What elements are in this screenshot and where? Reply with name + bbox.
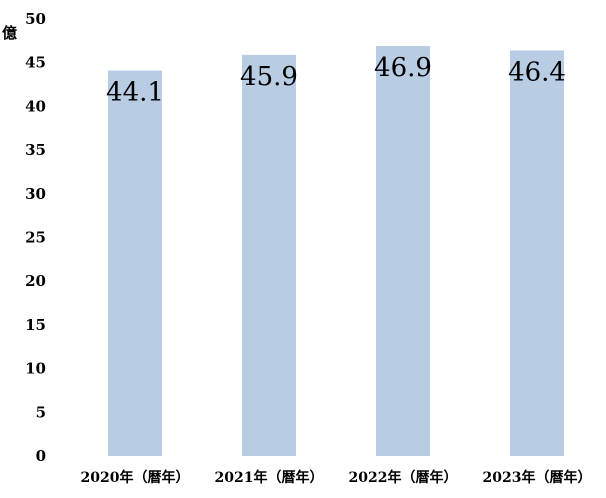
y-axis-unit-label: 億: [2, 24, 18, 42]
y-tick-label: 15: [25, 316, 46, 334]
bar: [510, 50, 564, 457]
y-tick-label: 50: [25, 10, 46, 28]
bar: [376, 46, 430, 457]
x-category-label: 2022年（暦年）: [349, 469, 458, 486]
y-tick-label: 25: [25, 229, 46, 247]
y-tick-label: 0: [36, 447, 46, 465]
y-tick-label: 35: [25, 141, 46, 159]
bar: [242, 54, 296, 457]
data-label: 46.4: [508, 57, 566, 87]
x-category-label: 2020年（暦年）: [81, 469, 190, 486]
x-category-label: 2021年（暦年）: [215, 469, 324, 486]
y-tick-label: 40: [25, 97, 46, 115]
y-tick-label: 20: [25, 272, 46, 290]
data-label: 46.9: [374, 53, 432, 83]
data-label: 44.1: [106, 78, 164, 108]
bar: [108, 70, 162, 456]
y-tick-label: 45: [25, 54, 46, 72]
y-tick-label: 10: [25, 360, 46, 378]
y-tick-label: 5: [36, 403, 46, 421]
y-tick-label: 30: [25, 185, 46, 203]
x-category-label: 2023年（暦年）: [483, 469, 592, 486]
data-label: 45.9: [240, 62, 298, 92]
